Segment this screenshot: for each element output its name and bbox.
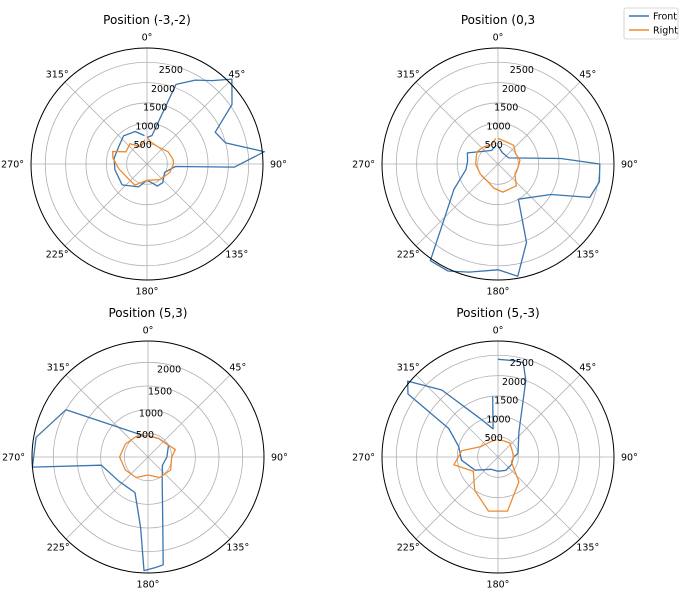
chart-title: Position (5,-3) (456, 306, 539, 320)
angle-tick-label: 90° (271, 453, 288, 464)
angle-tick-label: 135° (225, 249, 248, 260)
angle-tick-label: 180° (136, 287, 159, 298)
series-line-right (474, 137, 521, 193)
polar-frame (381, 340, 615, 574)
series-line-right (453, 439, 520, 512)
polar-chart-1: Position (-3,-2) 0° 45° 90° 135° 180° 225° 270… (1, 13, 287, 298)
angle-tick-label: 45° (228, 70, 245, 81)
angular-gridline (415, 163, 499, 247)
radial-tick-label: 500 (134, 140, 152, 151)
angle-tick-label: 180° (137, 580, 160, 591)
chart-title: Position (0,3 (461, 13, 535, 27)
series-line-right (111, 137, 175, 186)
chart-title: Position (5,3) (109, 306, 188, 320)
radial-tick-label: 2000 (502, 84, 526, 95)
angle-tick-label: 270° (1, 160, 24, 171)
angle-tick-label: 90° (621, 160, 638, 171)
angle-tick-label: 90° (621, 453, 638, 464)
radial-tick-label: 500 (136, 430, 154, 441)
angular-gridline (497, 456, 581, 540)
legend: Front Right (623, 7, 679, 40)
angle-tick-label: 270° (352, 160, 375, 171)
polar-chart-2: Position (0,3 0° 45° 90° 135° 180° 225° 270° 31… (352, 13, 638, 298)
radial-tick-label: 1500 (143, 103, 167, 114)
angle-tick-label: 0° (493, 326, 504, 337)
angle-tick-label: 45° (579, 363, 596, 374)
angle-tick-label: 315° (46, 70, 69, 81)
angle-tick-label: 270° (2, 453, 25, 464)
angle-tick-label: 315° (47, 363, 70, 374)
series-line-front (31, 409, 170, 572)
series-line-right (118, 435, 177, 479)
angle-tick-label: 0° (493, 33, 504, 44)
radial-tick-label: 1500 (494, 396, 518, 407)
radial-tick-label: 1500 (148, 386, 172, 397)
angle-tick-label: 0° (143, 326, 154, 337)
angle-tick-label: 45° (579, 70, 596, 81)
angular-gridline (146, 81, 230, 165)
series-line-front (406, 358, 527, 472)
angle-tick-label: 180° (487, 287, 510, 298)
legend-label-right: Right (653, 26, 678, 37)
radial-tick-label: 500 (485, 433, 503, 444)
angular-gridline (146, 163, 230, 247)
angular-gridline (415, 456, 499, 540)
angular-gridline (497, 374, 581, 458)
radial-tick-label: 2000 (502, 377, 526, 388)
angle-tick-label: 90° (270, 160, 287, 171)
angle-tick-label: 45° (229, 363, 246, 374)
angular-gridline (64, 81, 148, 165)
angle-tick-label: 135° (576, 249, 599, 260)
angular-gridline (497, 81, 581, 165)
angle-tick-label: 225° (397, 542, 420, 553)
radial-tick-label: 500 (485, 140, 503, 151)
angular-gridline (497, 163, 581, 247)
polar-chart-4: Position (5,-3) 0° 45° 90° 135° 180° 225° 270°… (352, 306, 638, 591)
angular-gridline (415, 374, 499, 458)
radial-tick-label: 2000 (151, 84, 175, 95)
angular-gridline (65, 456, 149, 540)
radial-tick-label: 2000 (157, 365, 181, 376)
angular-gridline (415, 81, 499, 165)
angle-tick-label: 180° (487, 580, 510, 591)
polar-frame (381, 47, 615, 281)
series-line-front (429, 144, 601, 277)
polar-frame (30, 47, 264, 281)
angle-tick-label: 135° (576, 542, 599, 553)
angle-tick-label: 0° (142, 33, 153, 44)
angle-tick-label: 135° (226, 542, 249, 553)
angular-gridline (147, 456, 231, 540)
legend-label-front: Front (653, 12, 677, 23)
radial-tick-label: 1000 (486, 121, 510, 132)
radial-tick-label: 1000 (139, 408, 163, 419)
angular-gridline (147, 374, 231, 458)
angle-tick-label: 225° (397, 249, 420, 260)
polar-chart-3: Position (5,3) 0° 45° 90° 135° 180° 225° 270° 3… (2, 306, 288, 591)
angle-tick-label: 315° (397, 363, 420, 374)
angle-tick-label: 225° (46, 249, 69, 260)
angle-tick-label: 225° (47, 542, 70, 553)
angle-tick-label: 315° (397, 70, 420, 81)
radial-tick-label: 2500 (159, 65, 183, 76)
radial-tick-label: 1000 (135, 121, 159, 132)
radial-tick-label: 2500 (510, 358, 534, 369)
series-line-front (113, 78, 266, 188)
radial-tick-label: 1500 (494, 103, 518, 114)
chart-title: Position (-3,-2) (103, 13, 191, 27)
angular-gridline (64, 163, 148, 247)
angular-gridline (65, 374, 149, 458)
angle-tick-label: 270° (352, 453, 375, 464)
radial-tick-label: 1000 (486, 414, 510, 425)
radial-tick-label: 2500 (510, 65, 534, 76)
polar-frame (31, 340, 265, 574)
